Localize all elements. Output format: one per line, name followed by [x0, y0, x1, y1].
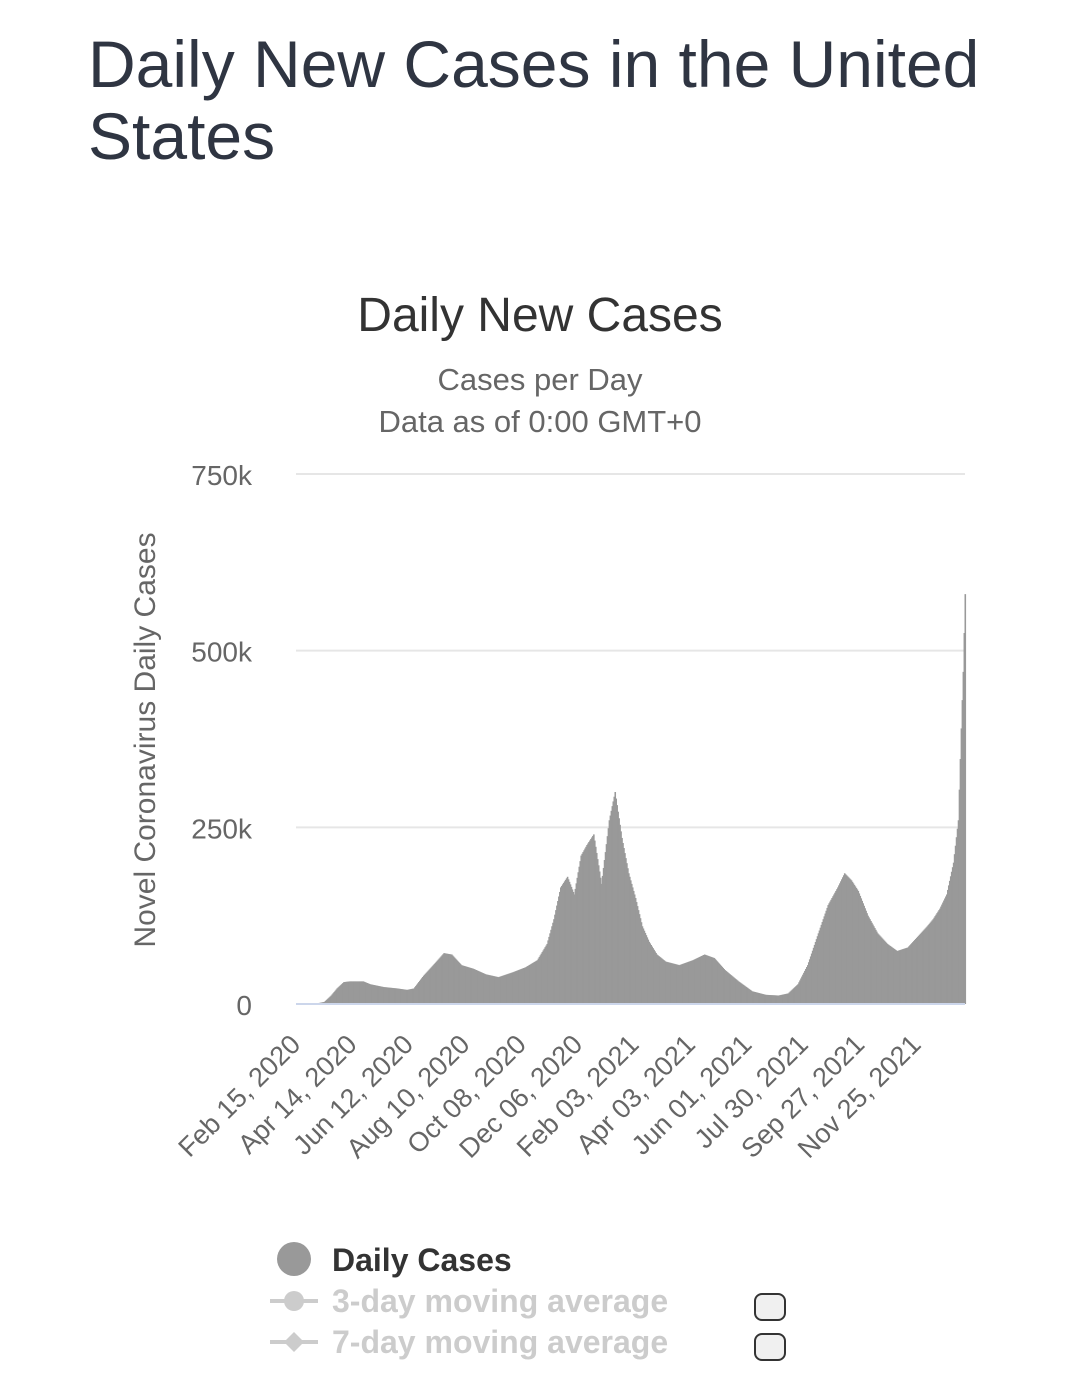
chart-container: Daily New Cases Cases per Day Data as of…	[0, 270, 1080, 1393]
circle-marker-icon	[270, 1240, 318, 1280]
y-axis-ticks: 0 250k 500k 750k	[191, 460, 253, 1021]
chart-svg: Daily New Cases Cases per Day Data as of…	[0, 270, 1080, 1393]
chart-title: Daily New Cases	[357, 289, 722, 342]
bar-series-daily-cases	[296, 594, 966, 1004]
checkbox-7-day-average[interactable]	[754, 1333, 786, 1361]
y-axis-title: Novel Coronavirus Daily Cases	[129, 532, 162, 947]
legend-item-daily-cases[interactable]: Daily Cases	[270, 1240, 830, 1281]
legend: Daily Cases 3-day moving average 7-day m…	[270, 1240, 830, 1363]
legend-item-7-day-average[interactable]: 7-day moving average	[270, 1322, 830, 1363]
bar	[965, 594, 967, 1004]
line-circle-marker-icon	[270, 1281, 318, 1321]
legend-label-3-day-average: 3-day moving average	[332, 1281, 668, 1321]
y-tick-label: 500k	[191, 637, 253, 668]
legend-label-7-day-average: 7-day moving average	[332, 1322, 668, 1362]
y-tick-label: 750k	[191, 460, 253, 491]
y-tick-label: 250k	[191, 813, 253, 844]
page-title: Daily New Cases in the United States	[88, 28, 988, 172]
checkbox-3-day-average[interactable]	[754, 1293, 786, 1321]
chart-subtitle-line-2: Data as of 0:00 GMT+0	[378, 404, 701, 439]
grid-lines	[296, 474, 965, 827]
legend-label-daily-cases: Daily Cases	[332, 1240, 512, 1280]
line-diamond-marker-icon	[270, 1322, 318, 1362]
legend-item-3-day-average[interactable]: 3-day moving average	[270, 1281, 830, 1322]
chart-subtitle-line-1: Cases per Day	[437, 362, 643, 397]
y-tick-label: 0	[236, 990, 252, 1021]
